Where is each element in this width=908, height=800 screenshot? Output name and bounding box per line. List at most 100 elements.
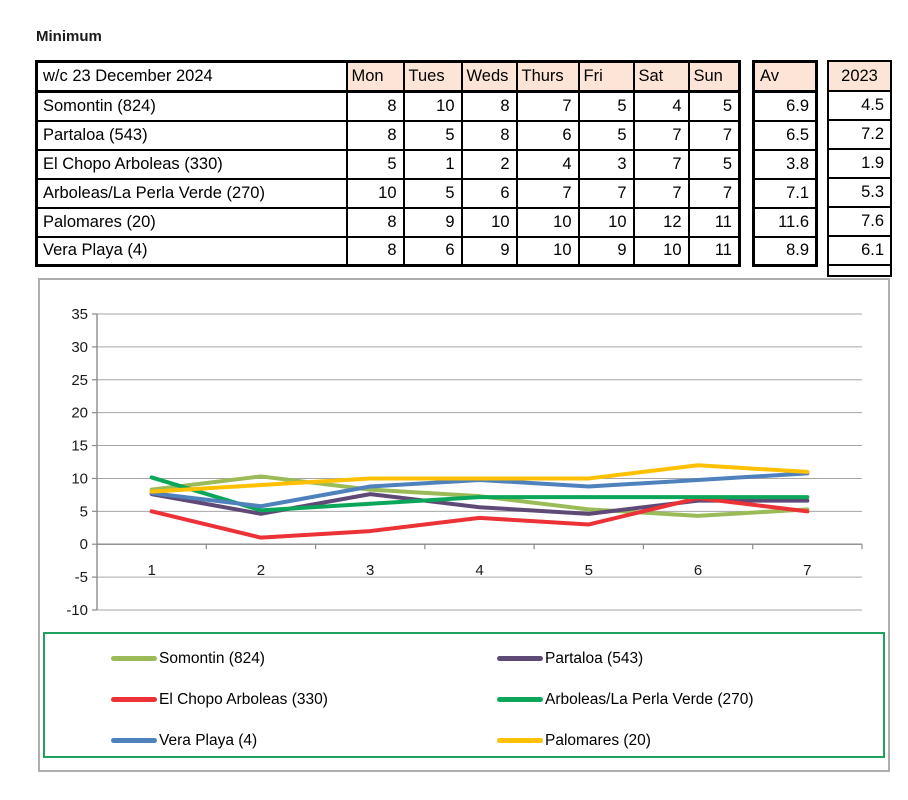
day-header-cell[interactable]: Sat <box>632 60 690 93</box>
location-cell[interactable]: Partaloa (543) <box>35 119 348 151</box>
day-header-cell[interactable]: Sun <box>687 60 741 93</box>
average-value-cell[interactable]: 6.9 <box>752 90 818 122</box>
table-row: 7.6 <box>827 206 892 237</box>
day-value-cell[interactable]: 7 <box>632 119 690 151</box>
legend-label: Partaloa (543) <box>545 649 644 667</box>
prev-year-value-cell[interactable]: 4.5 <box>827 90 892 121</box>
table-row: 6.5 <box>752 119 818 151</box>
day-value-cell[interactable]: 7 <box>632 148 690 180</box>
legend-item[interactable]: Palomares (20) <box>497 730 883 751</box>
legend-item[interactable]: Vera Playa (4) <box>111 730 497 751</box>
empty-cell[interactable] <box>827 264 892 277</box>
day-value-cell[interactable]: 8 <box>460 90 518 122</box>
day-value-cell[interactable]: 7 <box>687 119 741 151</box>
day-header-cell[interactable]: Tues <box>402 60 463 93</box>
day-header-cell[interactable]: Fri <box>577 60 635 93</box>
location-cell[interactable]: El Chopo Arboleas (330) <box>35 148 348 180</box>
legend-label: El Chopo Arboleas (330) <box>159 690 328 708</box>
day-value-cell[interactable]: 7 <box>515 177 580 209</box>
day-value-cell[interactable]: 10 <box>515 206 580 238</box>
day-header-cell[interactable]: Thurs <box>515 60 580 93</box>
average-value-cell[interactable]: 8.9 <box>752 235 818 267</box>
day-value-cell[interactable]: 1 <box>402 148 463 180</box>
day-value-cell[interactable]: 5 <box>402 177 463 209</box>
day-value-cell[interactable]: 10 <box>460 206 518 238</box>
day-value-cell[interactable]: 10 <box>632 235 690 267</box>
x-axis-tick-label: 4 <box>475 562 483 579</box>
day-value-cell[interactable]: 10 <box>577 206 635 238</box>
table-row: 7.1 <box>752 177 818 209</box>
day-value-cell[interactable]: 5 <box>687 148 741 180</box>
table-row: 5.3 <box>827 177 892 208</box>
day-value-cell[interactable]: 9 <box>460 235 518 267</box>
prev-year-value-cell[interactable]: 5.3 <box>827 177 892 208</box>
day-value-cell[interactable]: 8 <box>460 119 518 151</box>
prev-year-value-cell[interactable]: 7.6 <box>827 206 892 237</box>
prev-year-value-cell[interactable]: 7.2 <box>827 119 892 150</box>
average-value-cell[interactable]: 7.1 <box>752 177 818 209</box>
table-row: 7.2 <box>827 119 892 150</box>
day-value-cell[interactable]: 6 <box>460 177 518 209</box>
day-header-cell[interactable]: Mon <box>345 60 405 93</box>
day-value-cell[interactable]: 10 <box>345 177 405 209</box>
day-value-cell[interactable]: 5 <box>577 119 635 151</box>
day-value-cell[interactable]: 5 <box>687 90 741 122</box>
day-value-cell[interactable]: 6 <box>402 235 463 267</box>
day-value-cell[interactable]: 8 <box>345 119 405 151</box>
av-header-cell[interactable]: Av <box>752 60 818 93</box>
day-value-cell[interactable]: 5 <box>577 90 635 122</box>
day-value-cell[interactable]: 10 <box>402 90 463 122</box>
table-row: Palomares (20) 8 9 10 10 10 12 11 <box>35 206 741 238</box>
week-label-cell[interactable]: w/c 23 December 2024 <box>35 60 348 93</box>
average-value-cell[interactable]: 11.6 <box>752 206 818 238</box>
legend-item[interactable]: El Chopo Arboleas (330) <box>111 689 497 710</box>
day-value-cell[interactable]: 9 <box>402 206 463 238</box>
day-value-cell[interactable]: 4 <box>515 148 580 180</box>
day-value-cell[interactable]: 7 <box>687 177 741 209</box>
y-axis-tick-label: 30 <box>71 339 88 356</box>
day-value-cell[interactable]: 8 <box>345 90 405 122</box>
y-axis-tick-label: 5 <box>80 503 88 520</box>
location-cell[interactable]: Somontin (824) <box>35 90 348 122</box>
day-value-cell[interactable]: 5 <box>345 148 405 180</box>
legend-item[interactable]: Partaloa (543) <box>497 648 883 669</box>
table-row: 3.8 <box>752 148 818 180</box>
table-row: 6.1 <box>827 235 892 266</box>
day-value-cell[interactable]: 2 <box>460 148 518 180</box>
day-value-cell[interactable]: 7 <box>515 90 580 122</box>
average-value-cell[interactable]: 3.8 <box>752 148 818 180</box>
day-value-cell[interactable]: 9 <box>577 235 635 267</box>
day-value-cell[interactable]: 6 <box>515 119 580 151</box>
minimum-temps-line-chart[interactable]: 35 30 25 20 15 10 5 0 -5 -10 1 2 3 4 5 6 7 Somontin (824… <box>38 278 890 772</box>
prev-year-value-cell[interactable]: 6.1 <box>827 235 892 266</box>
location-cell[interactable]: Arboleas/La Perla Verde (270) <box>35 177 348 209</box>
day-value-cell[interactable]: 8 <box>345 235 405 267</box>
average-value-cell[interactable]: 6.5 <box>752 119 818 151</box>
day-value-cell[interactable]: 11 <box>687 206 741 238</box>
day-value-cell[interactable]: 7 <box>577 177 635 209</box>
x-axis-tick-label: 6 <box>694 562 702 579</box>
day-value-cell[interactable]: 5 <box>402 119 463 151</box>
day-value-cell[interactable]: 3 <box>577 148 635 180</box>
legend-label: Palomares (20) <box>545 731 651 749</box>
prev-year-value-cell[interactable]: 1.9 <box>827 148 892 179</box>
location-cell[interactable]: Palomares (20) <box>35 206 348 238</box>
year-header-cell[interactable]: 2023 <box>827 60 892 92</box>
location-cell[interactable]: Vera Playa (4) <box>35 235 348 267</box>
day-value-cell[interactable]: 12 <box>632 206 690 238</box>
series-line <box>149 492 810 516</box>
y-axis-tick-label: 10 <box>71 470 88 487</box>
legend-item[interactable]: Somontin (824) <box>111 648 497 669</box>
series-line <box>149 463 810 494</box>
day-value-cell[interactable]: 7 <box>632 177 690 209</box>
table-row: 4.5 <box>827 90 892 121</box>
day-value-cell[interactable]: 8 <box>345 206 405 238</box>
legend-swatch-icon <box>111 655 157 662</box>
table-row: Vera Playa (4) 8 6 9 10 9 10 11 <box>35 235 741 267</box>
table-row: Somontin (824) 8 10 8 7 5 4 5 <box>35 90 741 122</box>
day-value-cell[interactable]: 10 <box>515 235 580 267</box>
day-value-cell[interactable]: 4 <box>632 90 690 122</box>
legend-item[interactable]: Arboleas/La Perla Verde (270) <box>497 689 883 710</box>
day-header-cell[interactable]: Weds <box>460 60 518 93</box>
day-value-cell[interactable]: 11 <box>687 235 741 267</box>
